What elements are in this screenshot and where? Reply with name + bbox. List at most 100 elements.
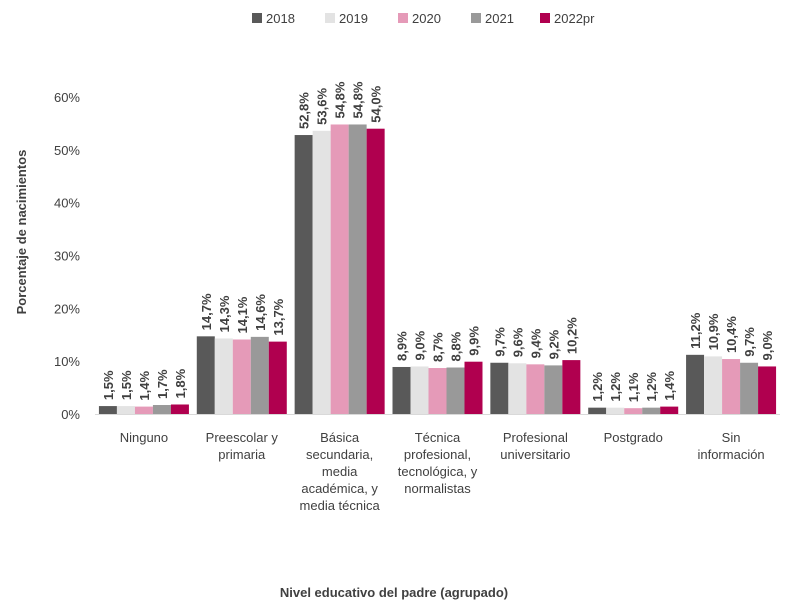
legend-swatch-2020 (398, 13, 408, 23)
x-category-label: Profesional universitario (500, 430, 570, 462)
bar-2019-5 (606, 407, 625, 414)
bar-2022pr-4 (562, 360, 581, 414)
x-category-label: Sin información (697, 430, 764, 462)
data-label-2022pr-3: 9,9% (467, 326, 482, 356)
data-label-2022pr-0: 1,8% (173, 368, 188, 398)
y-tick-label: 60% (54, 90, 80, 105)
data-label-2018-0: 1,5% (101, 370, 116, 400)
bar-2019-2 (312, 130, 331, 414)
bar-2021-2 (348, 124, 367, 415)
data-label-2018-5: 1,2% (590, 372, 605, 402)
bar-2021-1 (250, 336, 269, 414)
legend-label-2022pr: 2022pr (554, 11, 595, 26)
bar-2021-4 (544, 365, 563, 414)
data-label-2019-0: 1,5% (119, 370, 134, 400)
bar-2022pr-6 (758, 366, 777, 414)
bar-2022pr-1 (268, 341, 287, 414)
data-label-2022pr-2: 54,0% (369, 85, 384, 122)
data-label-2019-5: 1,2% (608, 372, 623, 402)
data-label-2022pr-1: 13,7% (271, 298, 286, 335)
data-label-2021-5: 1,2% (644, 372, 659, 402)
legend-label-2021: 2021 (485, 11, 514, 26)
x-category-label: Postgrado (604, 430, 663, 445)
data-label-2020-3: 8,7% (431, 332, 446, 362)
data-label-2021-1: 14,6% (253, 294, 268, 331)
data-label-2021-3: 8,8% (449, 331, 464, 361)
legend: 2018 2019 2020 2021 2022pr (252, 11, 595, 26)
bar-2018-2 (294, 135, 313, 415)
bar-2021-3 (446, 367, 465, 414)
bar-2020-3 (428, 368, 447, 414)
data-label-2021-2: 54,8% (351, 81, 366, 118)
bar-2020-0 (134, 406, 153, 414)
x-category-label: Ninguno (120, 430, 168, 445)
y-tick-label: 10% (54, 354, 80, 369)
x-category-label: Básica secundaria, media académica, y media … (300, 430, 381, 513)
bar-2020-5 (624, 408, 643, 414)
data-label-2022pr-5: 1,4% (662, 371, 677, 401)
legend-swatch-2021 (471, 13, 481, 23)
data-label-2022pr-6: 9,0% (760, 330, 775, 360)
legend-label-2019: 2019 (339, 11, 368, 26)
bar-2020-6 (722, 359, 741, 414)
data-label-2018-6: 11,2% (688, 312, 703, 349)
bar-2019-4 (508, 363, 527, 414)
bar-2019-0 (116, 406, 135, 414)
bar-2022pr-2 (366, 128, 385, 414)
x-axis-title: Nivel educativo del padre (agrupado) (280, 585, 508, 600)
bar-2019-1 (214, 338, 233, 414)
data-label-2018-3: 8,9% (395, 331, 410, 361)
data-label-2022pr-4: 10,2% (564, 317, 579, 354)
bar-2019-3 (410, 366, 429, 414)
data-label-2019-4: 9,6% (510, 327, 525, 357)
legend-swatch-2019 (325, 13, 335, 23)
bar-2020-4 (526, 364, 545, 414)
data-label-2020-1: 14,1% (235, 296, 250, 333)
bars (98, 124, 777, 415)
bar-2020-2 (330, 124, 349, 415)
bar-2022pr-3 (464, 361, 483, 414)
y-tick-label: 40% (54, 196, 80, 211)
bar-2018-0 (98, 406, 117, 414)
data-labels: 1,5% 1,5% 1,4% 1,7% 1,8%14,7% 14,3% 14,1% 14,6%… (101, 81, 775, 402)
bar-2021-5 (642, 407, 661, 414)
data-label-2019-3: 9,0% (413, 330, 428, 360)
legend-swatch-2022pr (540, 13, 550, 23)
legend-swatch-2018 (252, 13, 262, 23)
bar-2018-5 (588, 407, 607, 414)
data-label-2021-6: 9,7% (742, 327, 757, 357)
x-axis: Ninguno Preescolar y primaria Básica secunda… (95, 414, 780, 513)
bar-2018-1 (196, 336, 215, 414)
data-label-2018-2: 52,8% (297, 92, 312, 129)
bar-2018-3 (392, 366, 411, 414)
data-label-2020-5: 1,1% (626, 372, 641, 402)
bar-2021-0 (152, 405, 171, 414)
legend-label-2020: 2020 (412, 11, 441, 26)
x-category-label: Técnica profesional, tecnológica, y normali… (398, 430, 478, 496)
data-label-2020-0: 1,4% (137, 371, 152, 401)
y-tick-label: 0% (61, 407, 80, 422)
data-label-2021-0: 1,7% (155, 369, 170, 399)
data-label-2020-2: 54,8% (333, 81, 348, 118)
bar-2019-6 (704, 356, 723, 414)
bar-2020-1 (232, 339, 251, 414)
legend-label-2018: 2018 (266, 11, 295, 26)
bar-2022pr-0 (170, 404, 189, 414)
bar-2021-6 (740, 362, 759, 414)
y-tick-label: 20% (54, 301, 80, 316)
y-axis-title: Porcentaje de nacimientos (14, 150, 29, 315)
data-label-2018-4: 9,7% (492, 327, 507, 357)
data-label-2021-4: 9,2% (546, 329, 561, 359)
x-category-label: Preescolar y primaria (206, 430, 279, 462)
y-tick-label: 50% (54, 143, 80, 158)
data-label-2019-2: 53,6% (315, 88, 330, 125)
bar-2018-4 (490, 362, 509, 414)
bar-2018-6 (686, 354, 705, 414)
y-axis: 0% 10% 20% 30% 40% 50% 60% (54, 90, 80, 422)
data-label-2019-1: 14,3% (217, 295, 232, 332)
y-tick-label: 30% (54, 249, 80, 264)
bar-2022pr-5 (660, 406, 679, 414)
data-label-2019-6: 10,9% (706, 313, 721, 350)
